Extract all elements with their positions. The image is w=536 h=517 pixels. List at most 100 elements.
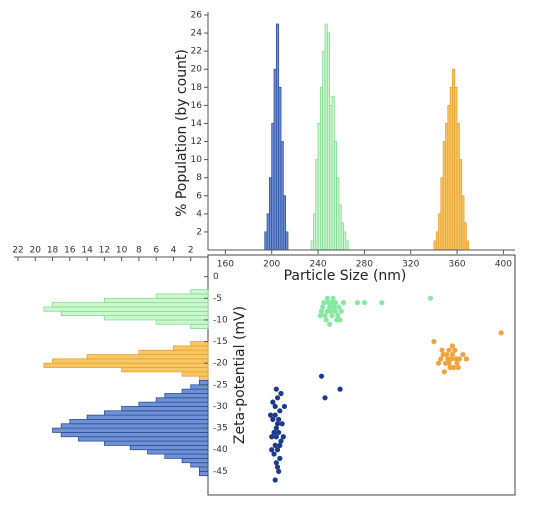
plot-frame <box>207 254 516 496</box>
hist-bar <box>103 297 209 304</box>
hist-bar <box>198 375 209 381</box>
scatter-point <box>448 356 454 362</box>
scatter-point <box>337 317 343 323</box>
hist-bar <box>43 306 209 312</box>
hist-bar <box>103 440 209 446</box>
hist-bar <box>60 432 209 438</box>
y-tick-label: 22 <box>191 47 202 57</box>
hist-bar <box>155 293 209 299</box>
scatter-point <box>271 451 277 457</box>
hist-bar <box>69 419 209 425</box>
hist-bar <box>103 315 209 321</box>
scatter-point <box>269 447 275 453</box>
scatter-point <box>267 412 274 418</box>
scatter-point <box>435 360 442 366</box>
hist-bar <box>121 367 209 373</box>
x-tick-label: 240 <box>309 260 326 270</box>
scatter-point <box>322 312 328 319</box>
x-tick-label: 6 <box>153 246 159 256</box>
hist-bar <box>181 371 209 377</box>
scatter-point <box>271 429 277 436</box>
scatter-point <box>441 369 447 375</box>
hist-bar <box>198 466 209 472</box>
scatter-point <box>279 421 285 427</box>
scatter-point <box>273 434 279 440</box>
hist-bar <box>190 341 209 347</box>
y-tick-label: 4 <box>196 209 202 219</box>
y-tick-label: 10 <box>191 155 203 165</box>
scatter-point <box>451 364 457 371</box>
hist-bar <box>190 462 209 468</box>
scatter-point <box>321 300 327 306</box>
scatter-point <box>452 347 458 353</box>
hist-bar <box>155 397 209 403</box>
scatter-point <box>276 416 282 423</box>
x-tick-label: 14 <box>81 246 93 256</box>
hist-bar <box>285 231 289 251</box>
scatter-point <box>329 300 335 306</box>
scatter-point <box>272 412 278 418</box>
scatter-point <box>322 395 328 401</box>
hist-bar <box>198 380 209 386</box>
hist-bar <box>138 401 209 407</box>
scatter-point <box>330 295 336 301</box>
hist-bar <box>181 457 209 464</box>
scatter-point <box>277 455 283 461</box>
scatter-point <box>431 338 437 345</box>
scatter-point <box>274 464 281 470</box>
scatter-point <box>336 304 342 310</box>
scatter-point <box>463 356 469 362</box>
scatter-point <box>270 416 276 423</box>
x-tick-label: 400 <box>495 260 512 270</box>
scatter-point <box>274 421 281 427</box>
hist-bar <box>181 388 209 394</box>
scatter-point <box>277 442 283 449</box>
scatter-point <box>331 304 337 310</box>
x-tick-label: 280 <box>356 260 373 270</box>
hist-bar <box>345 240 349 251</box>
scatter-point <box>281 403 288 410</box>
scatter-point <box>273 425 279 431</box>
scatter-point <box>278 390 284 397</box>
hist-bar <box>465 240 470 251</box>
scatter-point <box>449 351 456 358</box>
scatter-point <box>273 460 279 466</box>
x-tick-label: 2 <box>188 246 194 256</box>
scatter-point <box>354 300 361 306</box>
y-tick-label: 24 <box>191 29 203 39</box>
y-tick-label: -25 <box>213 380 228 390</box>
scatter-point <box>340 300 347 306</box>
scatter-point <box>272 477 278 483</box>
y-tick-label: -40 <box>213 445 228 455</box>
scatter-point <box>453 356 459 362</box>
y-tick-label: 26 <box>191 11 203 21</box>
scatter-point <box>332 308 339 314</box>
y-tick-label: 18 <box>191 83 203 93</box>
scatter-point <box>273 386 279 392</box>
hist-bar <box>164 393 209 399</box>
hist-bar <box>155 319 209 325</box>
scatter-point <box>272 403 278 410</box>
scatter-point <box>446 347 452 353</box>
hist-bar <box>190 384 209 390</box>
scatter-point <box>276 429 282 436</box>
y-tick-label: 16 <box>191 101 203 111</box>
hist-bar <box>121 406 209 412</box>
hist-bar <box>86 414 209 420</box>
x-tick-label: 160 <box>217 260 234 270</box>
scatter-point <box>438 356 444 362</box>
x-tick-label: 8 <box>136 246 142 256</box>
scatter-point <box>329 312 335 319</box>
y-tick-label: 20 <box>191 65 203 75</box>
scatter-point <box>454 360 460 366</box>
scatter-point <box>324 295 330 301</box>
y-tick-label: -20 <box>213 359 228 369</box>
scatter-point <box>460 351 466 358</box>
scatter-point <box>276 468 282 474</box>
hist-bar <box>60 310 209 316</box>
hist-bar <box>190 289 209 295</box>
y-tick-label: 6 <box>196 191 202 201</box>
y-tick-label: -45 <box>213 467 228 477</box>
scatter-point <box>327 321 333 327</box>
